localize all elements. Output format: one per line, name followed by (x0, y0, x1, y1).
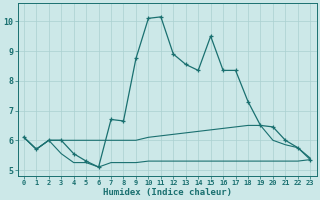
X-axis label: Humidex (Indice chaleur): Humidex (Indice chaleur) (103, 188, 232, 197)
